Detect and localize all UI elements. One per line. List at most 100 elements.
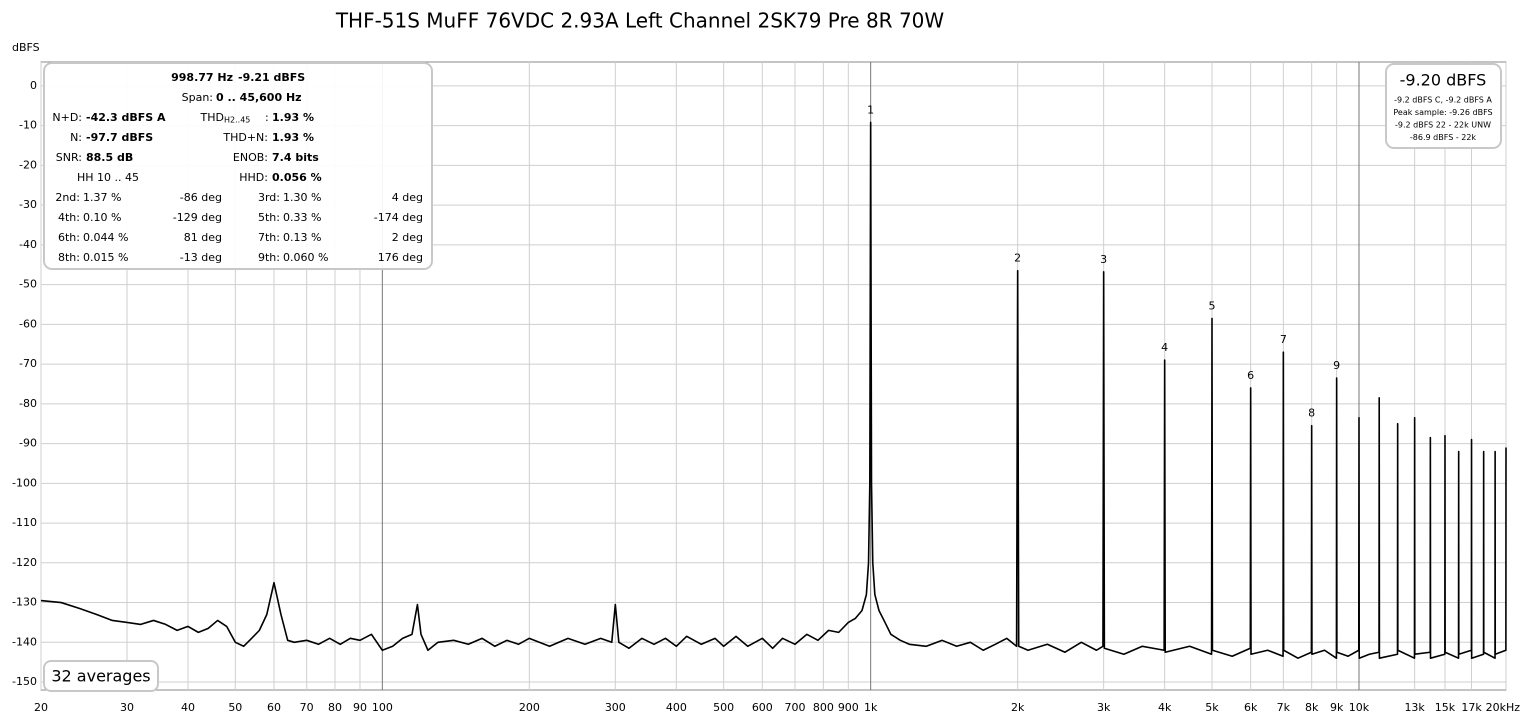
y-tick-label: -20 [19, 158, 37, 171]
x-tick-label: 100 [372, 701, 393, 714]
harmonic-phase: 81 deg [184, 231, 222, 244]
stat-label: SNR: [56, 151, 82, 164]
y-tick-label: -70 [19, 357, 37, 370]
stat-label: THD+N: [222, 131, 268, 144]
harmonic-marker: 6 [1247, 369, 1254, 382]
averages-box [43, 660, 159, 692]
y-tick-label: -130 [12, 596, 37, 609]
harmonic-phase: 4 deg [392, 191, 423, 204]
harmonic-label: 9th: [258, 251, 280, 264]
y-tick-label: -140 [12, 635, 37, 648]
x-tick-label: 800 [813, 701, 834, 714]
y-tick-label: -50 [19, 278, 37, 291]
stat-value: -42.3 dBFS A [86, 111, 166, 124]
y-tick-label: -100 [12, 476, 37, 489]
x-tick-label: 6k [1244, 701, 1258, 714]
averages: 32 averages [51, 667, 150, 686]
x-tick-label: 5k [1205, 701, 1219, 714]
info-panel: 998.77 Hz -9.21 dBFS Span: 0 .. 45,600 Hz N+… [43, 62, 433, 270]
x-tick-label: 90 [353, 701, 367, 714]
harmonic-label: 6th: [58, 231, 80, 244]
x-tick-label: 3k [1097, 701, 1111, 714]
harmonic-value: 1.30 % [283, 191, 321, 204]
harmonic-value: 0.13 % [283, 231, 321, 244]
harmonic-label: 3rd: [258, 191, 280, 204]
harmonic-marker: 2 [1014, 252, 1021, 265]
stat-label: ENOB: [233, 151, 268, 164]
x-tick-label: 7k [1277, 701, 1291, 714]
stat-label: N: [70, 131, 82, 144]
x-tick-label: 2k [1011, 701, 1025, 714]
spectrum-line [40, 121, 1507, 659]
x-tick-label: 17k [1461, 701, 1482, 714]
harmonic-label: 2nd: [55, 191, 80, 204]
stat-label: N+D: [52, 111, 82, 124]
stat-label-colon: : [265, 111, 269, 124]
x-tick-label: 15k [1435, 701, 1456, 714]
x-tick-label: 20 [34, 701, 48, 714]
x-tick-label: 50 [228, 701, 242, 714]
y-tick-label: -150 [12, 675, 37, 688]
x-tick-label: 700 [785, 701, 806, 714]
readout-level: -9.21 dBFS [238, 71, 305, 84]
harmonic-value: 1.37 % [83, 191, 121, 204]
harmonic-phase: 176 deg [378, 251, 423, 264]
harmonic-marker: 9 [1333, 359, 1340, 372]
x-tick-label: 900 [838, 701, 859, 714]
level-line: Peak sample: -9.26 dBFS [1393, 108, 1492, 117]
y-tick-label: -110 [12, 516, 37, 529]
harmonic-phase: 2 deg [392, 231, 423, 244]
x-tick-label: 70 [300, 701, 314, 714]
harmonic-marker: 3 [1100, 253, 1107, 266]
level-box-frame [1385, 63, 1502, 149]
x-tick-label: 600 [752, 701, 773, 714]
chart-title: THF-51S MuFF 76VDC 2.93A Left Channel 2S… [335, 9, 945, 33]
y-tick-label: -80 [19, 397, 37, 410]
stat-label: HHD: [239, 171, 268, 184]
stat-value: 88.5 dB [86, 151, 133, 164]
y-tick-label: -60 [19, 317, 37, 330]
harmonic-phase: -86 deg [180, 191, 222, 204]
x-tick-label: 30 [120, 701, 134, 714]
harmonic-phase: -174 deg [374, 211, 423, 224]
x-tick-label: 40 [181, 701, 195, 714]
harmonic-marker: 4 [1161, 341, 1168, 354]
harmonic-value: 0.10 % [83, 211, 121, 224]
info-panel-box [43, 62, 433, 270]
y-tick-label: -10 [19, 119, 37, 132]
x-tick-label: 8k [1305, 701, 1319, 714]
harmonic-marker: 7 [1280, 333, 1287, 346]
stat-value: -97.7 dBFS [86, 131, 153, 144]
span-value: 0 .. 45,600 Hz [216, 91, 302, 104]
harmonic-label: 5th: [258, 211, 280, 224]
level-line: -9.2 dBFS C, -9.2 dBFS A [1394, 96, 1492, 105]
level-line: -9.2 dBFS 22 - 22k UNW [1395, 121, 1491, 130]
stat-label: THD [200, 111, 224, 124]
harmonic-label: 7th: [258, 231, 280, 244]
x-tick-label: 10k [1349, 701, 1370, 714]
harmonic-value: 0.044 % [83, 231, 128, 244]
stat-label-sub: H2..45 [224, 116, 250, 125]
stat-value: 7.4 bits [272, 151, 319, 164]
harmonic-phase: -13 deg [180, 251, 222, 264]
level-line: -86.9 dBFS - 22k [1410, 133, 1477, 142]
harmonic-value: 0.015 % [83, 251, 128, 264]
harmonic-marker: 8 [1308, 407, 1315, 420]
harmonic-label: 8th: [58, 251, 80, 264]
y-tick-label: -120 [12, 556, 37, 569]
y-axis-label: dBFS [12, 41, 40, 54]
harmonic-phase: -129 deg [173, 211, 222, 224]
stat-label: HH 10 .. 45 [77, 171, 139, 184]
x-tick-label: 20kHz [1486, 701, 1521, 714]
readout-frequency: 998.77 Hz [171, 71, 233, 84]
harmonic-value: 0.060 % [283, 251, 328, 264]
y-tick-label: -40 [19, 238, 37, 251]
x-tick-label: 300 [605, 701, 626, 714]
x-tick-label: 500 [713, 701, 734, 714]
y-tick-label: 0 [30, 79, 37, 92]
span-label: Span: [182, 91, 213, 104]
x-tick-label: 60 [267, 701, 281, 714]
harmonic-marker: 5 [1208, 299, 1215, 312]
